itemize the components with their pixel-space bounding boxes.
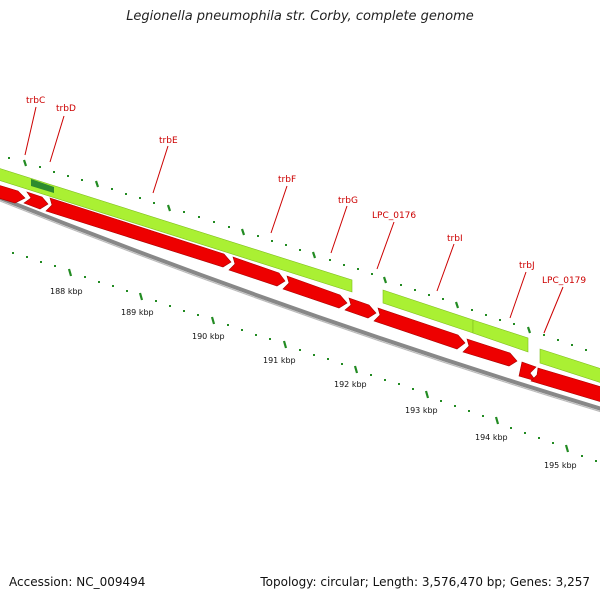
gene-label-trbf: trbF: [278, 175, 296, 185]
genome-title: Legionella pneumophila str. Corby, compl…: [126, 9, 474, 24]
scale-label-192: 192 kbp: [334, 380, 367, 389]
gene-arrow[interactable]: [530, 367, 600, 403]
gene-arrow[interactable]: [228, 256, 286, 287]
gene-block-highlight[interactable]: [31, 179, 54, 193]
gene-arrow[interactable]: [45, 197, 232, 268]
gene-arrow[interactable]: [344, 297, 377, 319]
gene-arrow[interactable]: [518, 361, 537, 382]
scale-label-191: 191 kbp: [263, 356, 296, 365]
gene-label-trbj: trbJ: [519, 261, 535, 271]
gene-label-trbd: trbD: [56, 104, 76, 114]
gene-block[interactable]: [0, 167, 353, 293]
gene-label-lpc-0176: LPC_0176: [372, 211, 416, 221]
gene-label-lines: [24, 106, 564, 334]
accession-label: Accession: NC_009494: [9, 575, 146, 589]
gene-label-trbe: trbE: [159, 136, 178, 146]
scale-label-190: 190 kbp: [192, 332, 225, 341]
gene-arrow[interactable]: [23, 191, 49, 210]
scale-label-195: 195 kbp: [544, 461, 577, 470]
forward-strand-genes: [0, 167, 600, 384]
scale-label-194: 194 kbp: [475, 433, 508, 442]
gene-label-trbc: trbC: [26, 96, 45, 106]
gene-arrow[interactable]: [282, 275, 348, 309]
lower-tick-dots: [12, 252, 597, 462]
scale-label-188: 188 kbp: [50, 287, 83, 296]
gene-block[interactable]: [472, 319, 529, 353]
upper-tick-dots: [8, 157, 587, 351]
scale-label-193: 193 kbp: [405, 406, 438, 415]
gene-arrow[interactable]: [462, 338, 518, 367]
gene-arrow[interactable]: [373, 307, 466, 350]
gene-arrow[interactable]: [0, 184, 26, 204]
gene-label-trbi: trbI: [447, 234, 463, 244]
gene-block[interactable]: [539, 348, 600, 384]
gene-label-trbg: trbG: [338, 196, 358, 206]
reverse-strand-genes: [0, 184, 600, 403]
genome-summary-label: Topology: circular; Length: 3,576,470 bp…: [260, 575, 590, 589]
gene-label-lpc-0179: LPC_0179: [542, 276, 586, 286]
lower-tick-row: [67, 268, 570, 453]
genome-backbone-shadow: [0, 200, 600, 413]
genome-backbone: [0, 195, 600, 411]
scale-label-189: 189 kbp: [121, 308, 154, 317]
upper-tick-row: [22, 159, 532, 334]
